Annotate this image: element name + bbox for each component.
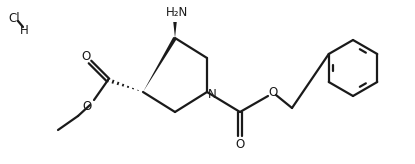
Polygon shape	[173, 22, 177, 38]
Text: H₂N: H₂N	[166, 6, 188, 19]
Text: O: O	[81, 50, 90, 62]
Text: H: H	[20, 23, 28, 37]
Text: O: O	[82, 101, 92, 113]
Text: Cl: Cl	[8, 11, 20, 24]
Text: N: N	[208, 88, 216, 101]
Text: O: O	[235, 137, 244, 151]
Polygon shape	[143, 37, 177, 92]
Text: O: O	[269, 86, 278, 100]
